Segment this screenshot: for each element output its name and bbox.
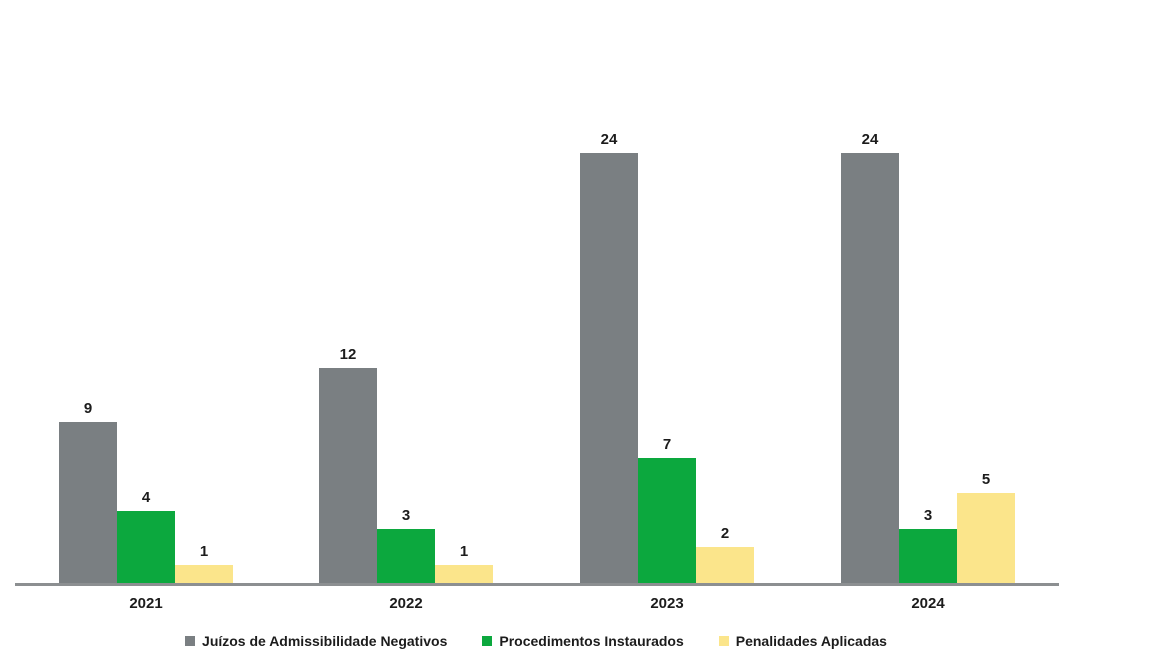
bar-value-label: 1 bbox=[459, 543, 469, 560]
legend-label: Juízos de Admissibilidade Negativos bbox=[202, 633, 448, 649]
bar-2024-series-0 bbox=[841, 153, 899, 583]
bar-value-label: 1 bbox=[199, 543, 209, 560]
bar-value-label: 24 bbox=[861, 131, 879, 148]
legend-label: Procedimentos Instaurados bbox=[499, 633, 684, 649]
bar-value-label: 3 bbox=[401, 507, 411, 524]
legend-swatch-icon bbox=[185, 636, 196, 646]
legend-swatch-icon bbox=[718, 636, 729, 646]
bar-2022-series-1 bbox=[377, 529, 435, 583]
bar-value-label: 4 bbox=[141, 489, 151, 506]
bar-2024-series-2 bbox=[957, 493, 1015, 583]
bar-2024-series-1 bbox=[899, 529, 957, 583]
bar-value-label: 3 bbox=[923, 507, 933, 524]
legend-item-1: Procedimentos Instaurados bbox=[482, 633, 684, 649]
bar-value-label: 2 bbox=[720, 525, 730, 542]
legend-label: Penalidades Aplicadas bbox=[735, 633, 887, 649]
bar-value-label: 12 bbox=[339, 346, 357, 363]
bar-2021-series-0 bbox=[59, 422, 117, 583]
x-axis-label: 2024 bbox=[911, 595, 945, 612]
bar-2023-series-2 bbox=[696, 547, 754, 583]
bar-value-label: 9 bbox=[83, 400, 93, 417]
chart-legend: Juízos de Admissibilidade Negativos Proce… bbox=[0, 633, 1112, 649]
bar-value-label: 7 bbox=[662, 436, 672, 453]
bar-value-label: 24 bbox=[600, 131, 618, 148]
bar-2022-series-0 bbox=[319, 368, 377, 583]
x-axis-label: 2021 bbox=[129, 595, 163, 612]
bar-2021-series-1 bbox=[117, 511, 175, 583]
bar-2022-series-2 bbox=[435, 565, 493, 583]
bar-2023-series-0 bbox=[580, 153, 638, 583]
bar-2021-series-2 bbox=[175, 565, 233, 583]
x-axis-label: 2023 bbox=[650, 595, 684, 612]
bar-2023-series-1 bbox=[638, 458, 696, 583]
legend-item-0: Juízos de Admissibilidade Negativos bbox=[185, 633, 447, 649]
x-axis-label: 2022 bbox=[389, 595, 423, 612]
x-axis-line bbox=[15, 583, 1059, 586]
legend-item-2: Penalidades Aplicadas bbox=[718, 633, 887, 649]
legend-swatch-icon bbox=[482, 636, 493, 646]
bar-value-label: 5 bbox=[981, 471, 991, 488]
